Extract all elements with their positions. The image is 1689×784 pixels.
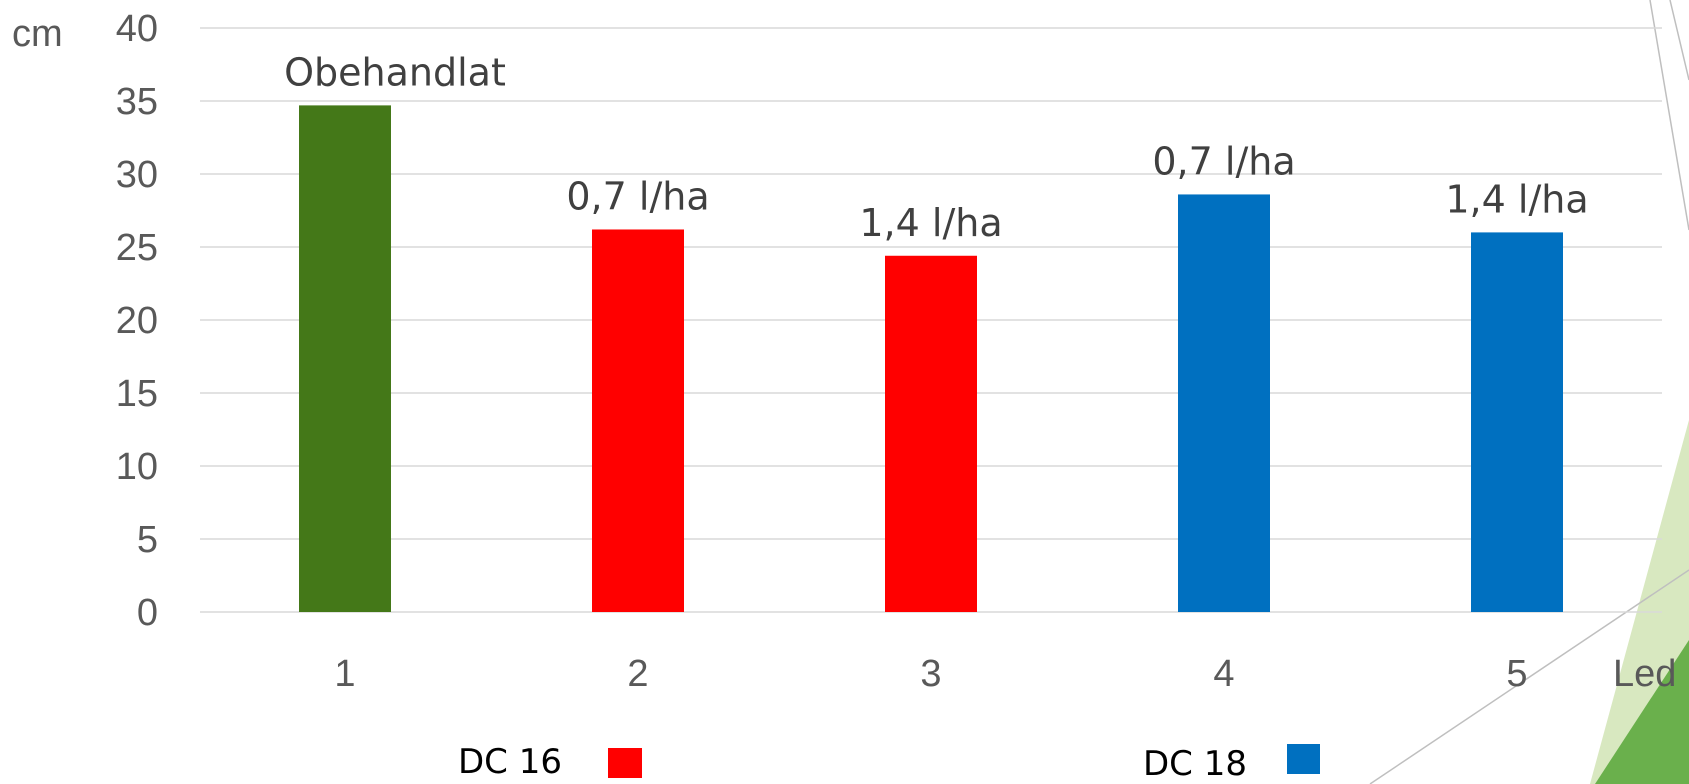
decoration-line-bottom [1369, 569, 1689, 784]
y-tick-label: 35 [116, 81, 158, 123]
legend: DC 16 DC 18 [458, 742, 1320, 784]
data-label-2: 0,7 l/ha [566, 174, 709, 218]
slide-decoration [1369, 0, 1689, 784]
x-tick-label: 3 [920, 653, 941, 695]
legend-swatch-dc16 [608, 748, 642, 778]
legend-label-dc18: DC 18 [1143, 744, 1247, 784]
y-tick-label: 10 [116, 446, 158, 488]
bar-2 [592, 229, 684, 613]
x-tick-label: 4 [1213, 653, 1234, 695]
data-label-5: 1,4 l/ha [1445, 177, 1588, 221]
bars [299, 105, 1563, 613]
decoration-dark-triangle [1595, 640, 1689, 784]
decoration-line-top2 [1669, 0, 1689, 81]
y-tick-label: 5 [137, 519, 158, 561]
x-tick-label: 1 [334, 653, 355, 695]
data-label-4: 0,7 l/ha [1152, 139, 1295, 183]
legend-label-dc16: DC 16 [458, 742, 562, 782]
x-axis-unit: Led [1613, 653, 1676, 695]
bar-5 [1471, 232, 1563, 612]
data-label-1: Obehandlat [284, 50, 506, 94]
x-tick-label: 2 [627, 653, 648, 695]
y-tick-label: 40 [116, 8, 158, 50]
y-axis-unit: cm [12, 13, 63, 55]
decoration-line-top [1649, 0, 1689, 231]
x-tick-labels: 1 2 3 4 5 [334, 653, 1527, 695]
bar-1 [299, 105, 391, 612]
y-tick-labels: 0 5 10 15 20 25 30 35 40 [116, 8, 158, 634]
data-label-3: 1,4 l/ha [859, 201, 1002, 245]
y-tick-label: 20 [116, 300, 158, 342]
y-tick-label: 25 [116, 227, 158, 269]
data-labels: Obehandlat 0,7 l/ha 1,4 l/ha 0,7 l/ha 1,4 l/… [284, 50, 1588, 244]
x-tick-label: 5 [1506, 653, 1527, 695]
y-tick-label: 30 [116, 154, 158, 196]
legend-swatch-dc18 [1287, 744, 1320, 774]
bar-3 [885, 255, 977, 612]
bar-4 [1178, 194, 1270, 612]
y-tick-label: 15 [116, 373, 158, 415]
y-tick-label: 0 [137, 592, 158, 634]
